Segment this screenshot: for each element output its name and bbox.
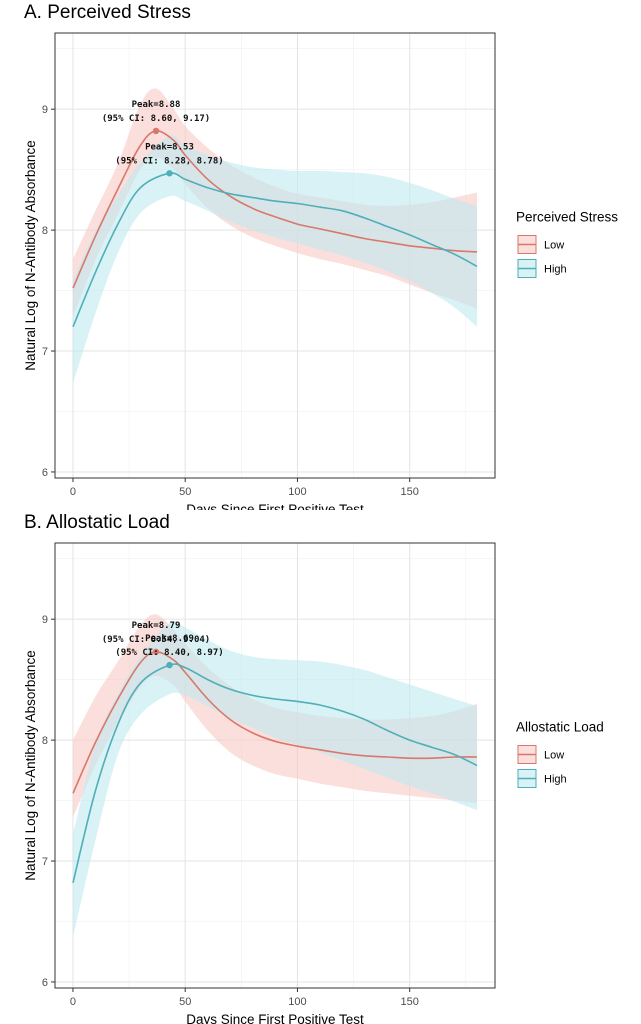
legend-label-low: Low [544,240,564,252]
x-tick-label: 150 [401,486,419,498]
legend-title: Perceived Stress [516,210,618,225]
y-tick-label: 7 [42,856,48,868]
peak-point-high [166,661,173,669]
x-tick-label: 100 [288,996,306,1008]
plot-border [54,32,496,479]
legend-label-high: High [544,774,567,786]
chart-perceived-stress: Peak=8.88 (95% CI: 8.60, 9.17) Peak=8.53 (9… [23,32,618,510]
y-axis-title: Natural Log of N-Antibody Absorbance [23,650,38,880]
peak-label: Peak=8.88 [132,100,181,110]
ci-label: (95% CI: 8.54, 9.04) [102,635,210,645]
x-axis-title: Days Since First Positive Test [186,502,364,510]
y-tick-label: 8 [42,735,48,747]
y-tick-label: 6 [42,467,48,479]
plot-border [54,542,496,989]
peak-point-low [152,127,160,135]
y-axis-title: Natural Log of N-Antibody Absorbance [23,140,38,370]
y-tick-label: 9 [42,614,48,626]
series-line-high [72,663,478,883]
x-tick-label: 50 [179,996,191,1008]
legend-label-high: High [544,264,567,276]
x-tick-label: 150 [401,996,419,1008]
ci-label: (95% CI: 8.40, 8.97) [115,648,223,658]
chart-allostatic-load: Peak=8.79 (95% CI: 8.54, 9.04)Peak=8.69 (9… [23,542,604,1024]
peak-label: Peak=8.53 [145,142,194,152]
y-tick-label: 8 [42,225,48,237]
x-tick-label: 0 [70,486,76,498]
y-tick-label: 6 [42,977,48,989]
x-tick-label: 100 [288,486,306,498]
legend-label-low: Low [544,750,564,762]
x-axis-title: Days Since First Positive Test [186,1012,364,1024]
x-tick-label: 50 [179,486,191,498]
x-tick-label: 0 [70,996,76,1008]
y-tick-label: 7 [42,346,48,358]
chart-title: B. Allostatic Load [24,512,170,533]
confidence-band-high [73,135,477,384]
ci-label: (95% CI: 8.28, 8.78) [115,156,223,166]
peak-label: Peak=8.69 [145,634,194,644]
confidence-band-high [73,621,477,938]
legend-title: Allostatic Load [516,720,604,735]
peak-point-high [166,170,173,177]
ci-label: (95% CI: 8.60, 9.17) [102,114,210,124]
peak-label: Peak=8.79 [132,621,181,631]
y-tick-label: 9 [42,104,48,116]
series-line-low [72,130,478,289]
peak-point-low [152,648,160,656]
series-line-low [72,650,478,794]
series-line-high [72,172,478,328]
chart-title: A. Perceived Stress [24,2,191,23]
